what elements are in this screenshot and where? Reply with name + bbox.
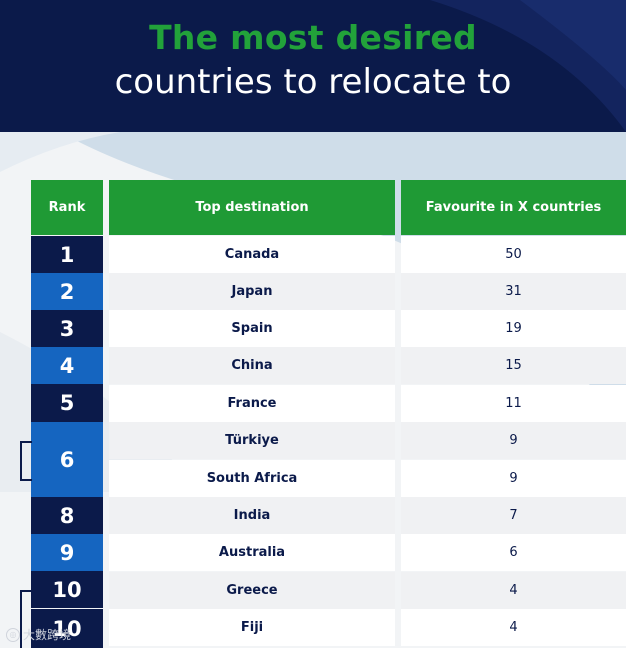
column-header-rank: Rank <box>31 180 103 235</box>
destination-cell: Australia <box>109 534 395 571</box>
favourite-cell: 31 <box>401 273 626 310</box>
destination-cell: Spain <box>109 310 395 347</box>
favourite-cell: 19 <box>401 310 626 347</box>
rank-cell: 9 <box>31 534 103 571</box>
watermark-text: 大數跨境 <box>23 628 72 642</box>
destination-cell: Fiji <box>109 609 395 646</box>
destination-cell: Canada <box>109 236 395 273</box>
destination-cell: Türkiye <box>109 422 395 459</box>
favourite-cell: 4 <box>401 572 626 609</box>
rank-cell: 2 <box>31 273 103 310</box>
destination-cell: France <box>109 385 395 422</box>
destination-cell: India <box>109 497 395 534</box>
destination-cell: South Africa <box>109 460 395 497</box>
rank-cell: 8 <box>31 497 103 534</box>
tie-bracket <box>20 590 32 648</box>
header-banner: The most desired countries to relocate t… <box>0 0 626 132</box>
destination-cell: Greece <box>109 572 395 609</box>
title-highlight: The most desired <box>149 18 477 57</box>
header-decoration <box>430 0 626 132</box>
destination-cell: Japan <box>109 273 395 310</box>
favourite-cell: 11 <box>401 385 626 422</box>
title-main: countries to relocate to <box>114 62 512 102</box>
rank-cell: 4 <box>31 347 103 384</box>
watermark: ◎ 大數跨境 <box>6 626 71 643</box>
favourite-cell: 9 <box>401 422 626 459</box>
favourite-cell: 50 <box>401 236 626 273</box>
rank-cell: 3 <box>31 310 103 347</box>
favourite-cell: 7 <box>401 497 626 534</box>
column-header-favourite: Favourite in X countries <box>401 180 626 235</box>
tie-bracket <box>20 441 32 481</box>
favourite-cell: 15 <box>401 347 626 384</box>
rank-cell: 10 <box>31 609 103 648</box>
column-header-destination: Top destination <box>109 180 395 235</box>
favourite-cell: 9 <box>401 460 626 497</box>
favourite-cell: 6 <box>401 534 626 571</box>
favourite-cell: 4 <box>401 609 626 646</box>
rank-cell: 10 <box>31 571 103 608</box>
destination-cell: China <box>109 347 395 384</box>
rank-cell-merged: 6 <box>31 422 103 497</box>
rank-cell: 5 <box>31 384 103 422</box>
rank-cell: 1 <box>31 236 103 273</box>
watermark-logo-icon: ◎ <box>6 627 20 642</box>
